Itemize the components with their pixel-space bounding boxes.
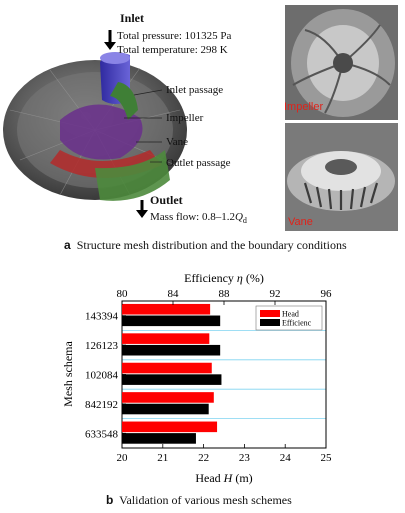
- total-pressure-label: Total pressure: 101325 Pa: [117, 30, 232, 42]
- top-tick-label: 88: [219, 288, 231, 300]
- bottom-tick-label: 24: [280, 452, 292, 464]
- bottom-tick-label: 25: [321, 452, 333, 464]
- bar-head: [122, 303, 211, 315]
- impeller-label: Impeller: [166, 112, 204, 124]
- inlet-title: Inlet: [120, 11, 144, 25]
- bottom-tick-label: 22: [198, 452, 209, 464]
- category-tick-label: 633548: [85, 428, 119, 440]
- impeller-shape: [60, 104, 143, 160]
- legend-efficiency-label: Efficienc: [282, 319, 312, 328]
- top-tick-label: 96: [321, 288, 333, 300]
- category-tick-label: 842192: [85, 399, 118, 411]
- legend: Head Efficienc: [255, 305, 323, 331]
- total-temperature-label: Total temperature: 298 K: [117, 44, 228, 56]
- category-tick-label: 143394: [85, 311, 119, 323]
- caption-a: a Structure mesh distribution and the bo…: [64, 238, 347, 252]
- category-tick-label: 102084: [85, 370, 119, 382]
- inlet-passage-shape: [110, 82, 138, 120]
- bottom-tick-label: 23: [239, 452, 251, 464]
- bar-head: [122, 421, 218, 433]
- mass-flow-label: Mass flow: 0.8–1.2Qd: [150, 211, 247, 226]
- bar-efficiency: [122, 344, 221, 356]
- outlet-passage-shape: [95, 150, 170, 201]
- top-tick-label: 84: [168, 288, 180, 300]
- legend-efficiency-swatch: [260, 319, 280, 326]
- bar-efficiency: [122, 374, 222, 385]
- legend-head-swatch: [260, 310, 280, 317]
- impeller-photo: [285, 5, 398, 120]
- top-tick-label: 80: [117, 288, 129, 300]
- y-axis-title: Mesh schema: [61, 341, 75, 407]
- category-tick-label: 126123: [85, 340, 119, 352]
- bar-head: [122, 333, 210, 344]
- outlet-title: Outlet: [150, 193, 183, 207]
- top-tick-label: 92: [270, 288, 281, 300]
- bottom-axis-title: Head H (m): [195, 471, 252, 485]
- vane-photo: [285, 123, 398, 231]
- outlet-passage-label: Outlet passage: [166, 157, 231, 169]
- legend-head-label: Head: [282, 310, 299, 319]
- bar-efficiency: [122, 315, 221, 327]
- pump-mesh-illustration: [3, 30, 187, 218]
- top-axis-title: Efficiency η (%): [184, 271, 264, 285]
- inlet-passage-label: Inlet passage: [166, 84, 224, 96]
- impeller-photo-caption: Impeller: [284, 101, 324, 113]
- bar-efficiency: [122, 433, 196, 444]
- bottom-tick-label: 20: [117, 452, 129, 464]
- mesh-validation-chart: 143394 126123 102084 842192 633548 20 21 22 23 24…: [61, 271, 333, 485]
- caption-b: b Validation of various mesh schemes: [106, 493, 292, 507]
- vane-photo-caption: Vane: [288, 216, 313, 228]
- bar-head: [122, 362, 212, 374]
- bottom-tick-label: 21: [157, 452, 168, 464]
- bar-efficiency: [122, 403, 209, 415]
- bar-head: [122, 392, 214, 403]
- vane-label: Vane: [166, 136, 188, 148]
